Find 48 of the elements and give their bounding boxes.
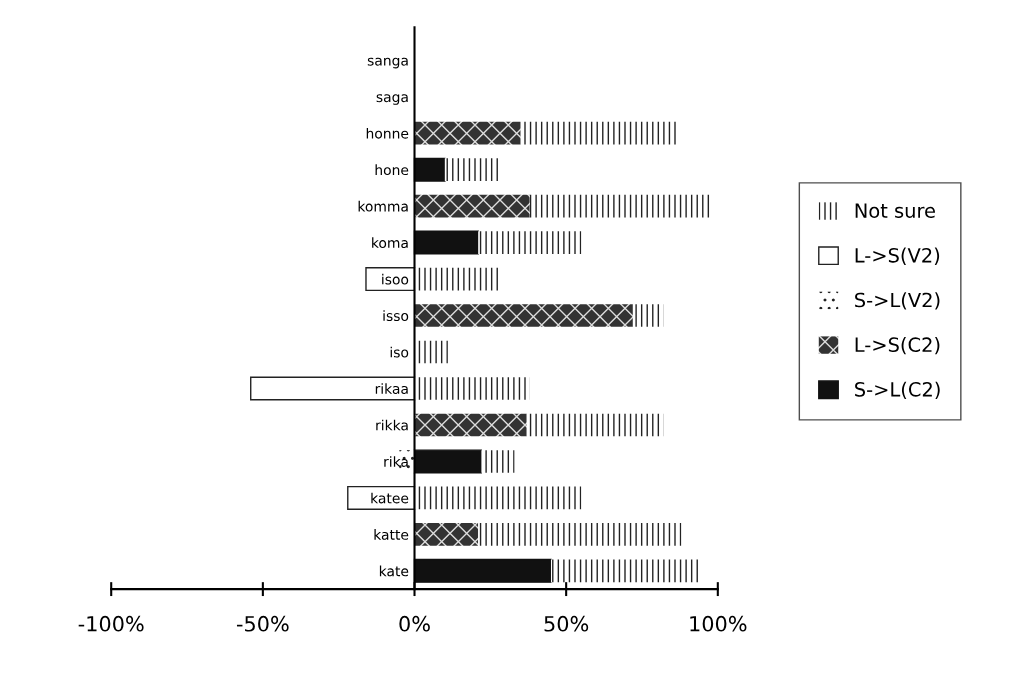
bar [414,304,633,327]
bar [413,449,482,474]
y-tick-label: katee [371,492,409,504]
bar [365,267,416,292]
y-tick-label: sanga [367,57,408,69]
bar [414,121,521,145]
y-tick-label: honne [366,127,409,139]
x-tick-label: -100% [78,615,144,632]
bar [526,413,664,437]
y-tick-label: katte [374,529,409,540]
bar [478,231,582,254]
legend-label: L->S(V2) [855,247,940,265]
bar [413,157,446,182]
bar [414,377,530,400]
bar [529,194,712,218]
y-tick-label: isso [383,310,409,322]
legend-label: S->L(C2) [855,381,940,399]
y-tick-label: iso [390,346,409,358]
legend-label: S->L(V2) [855,292,940,310]
bar [413,230,479,255]
bar [414,523,479,546]
bar [414,413,527,437]
y-tick-label: hone [375,164,409,176]
bar [414,486,582,510]
bar [481,450,515,473]
bar [632,304,664,327]
bar [551,559,700,583]
x-tick-label: 0% [399,615,430,632]
x-tick-label: 100% [690,615,747,632]
y-tick-label: rikka [376,419,408,431]
y-tick-label: isoo [382,273,409,285]
x-tick-label: -50% [236,615,289,632]
bar [414,194,530,218]
bar [413,558,552,583]
bar [520,121,679,145]
legend-label: Not sure [855,203,935,218]
y-tick-label: rika [384,456,408,467]
legend-label: L->S(C2) [855,336,940,355]
y-tick-label: koma [372,237,408,249]
y-tick-label: rikaa [375,383,408,394]
bar [250,376,416,401]
bar [414,267,500,291]
bar [478,523,682,546]
y-tick-label: kate [379,565,409,577]
bar [444,158,500,181]
y-tick-label: komma [358,200,408,212]
x-tick-label: 50% [544,615,589,632]
y-tick-label: saga [376,94,408,105]
